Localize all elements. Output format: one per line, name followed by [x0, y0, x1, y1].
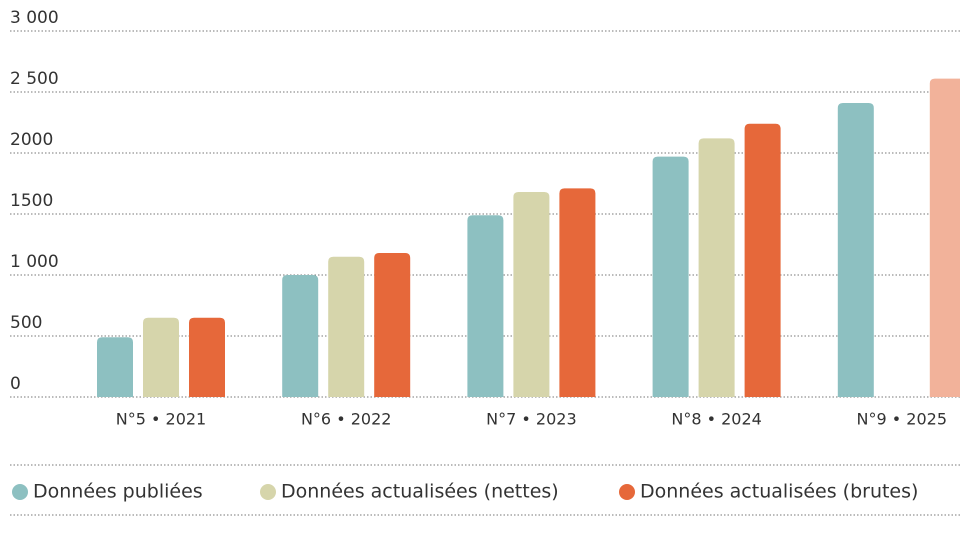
- x-tick-label: N°8 • 2024: [671, 410, 761, 429]
- bar: [513, 192, 550, 397]
- legend-swatch: [12, 484, 28, 500]
- legend-swatch: [260, 484, 276, 500]
- bar: [328, 256, 365, 397]
- y-tick-label: 1 000: [10, 252, 59, 272]
- y-tick-label: 3 000: [10, 8, 59, 28]
- bar: [929, 78, 960, 397]
- y-tick-label: 2 500: [10, 69, 59, 89]
- legend-swatch: [619, 484, 635, 500]
- bar: [189, 317, 225, 397]
- bar: [374, 253, 411, 397]
- bar: [467, 215, 504, 397]
- bar: [282, 275, 319, 397]
- x-tick-label: N°5 • 2021: [116, 410, 206, 429]
- y-tick-label: 500: [10, 313, 42, 333]
- bar: [837, 102, 874, 397]
- bar: [143, 317, 179, 397]
- y-tick-label: 0: [10, 374, 21, 394]
- x-tick-label: N°6 • 2022: [301, 410, 391, 429]
- bar: [97, 337, 133, 397]
- legend-label: Données publiées: [33, 481, 203, 503]
- x-tick-label: N°7 • 2023: [486, 410, 576, 429]
- bar: [559, 188, 596, 397]
- legend-label: Données actualisées (nettes): [281, 481, 559, 503]
- bar: [698, 138, 735, 398]
- legend-label: Données actualisées (brutes): [640, 481, 918, 503]
- bar: [744, 123, 781, 397]
- y-tick-label: 1500: [10, 191, 53, 211]
- bar: [652, 156, 689, 397]
- x-tick-label: N°9 • 2025: [857, 410, 947, 429]
- y-tick-label: 2000: [10, 130, 53, 150]
